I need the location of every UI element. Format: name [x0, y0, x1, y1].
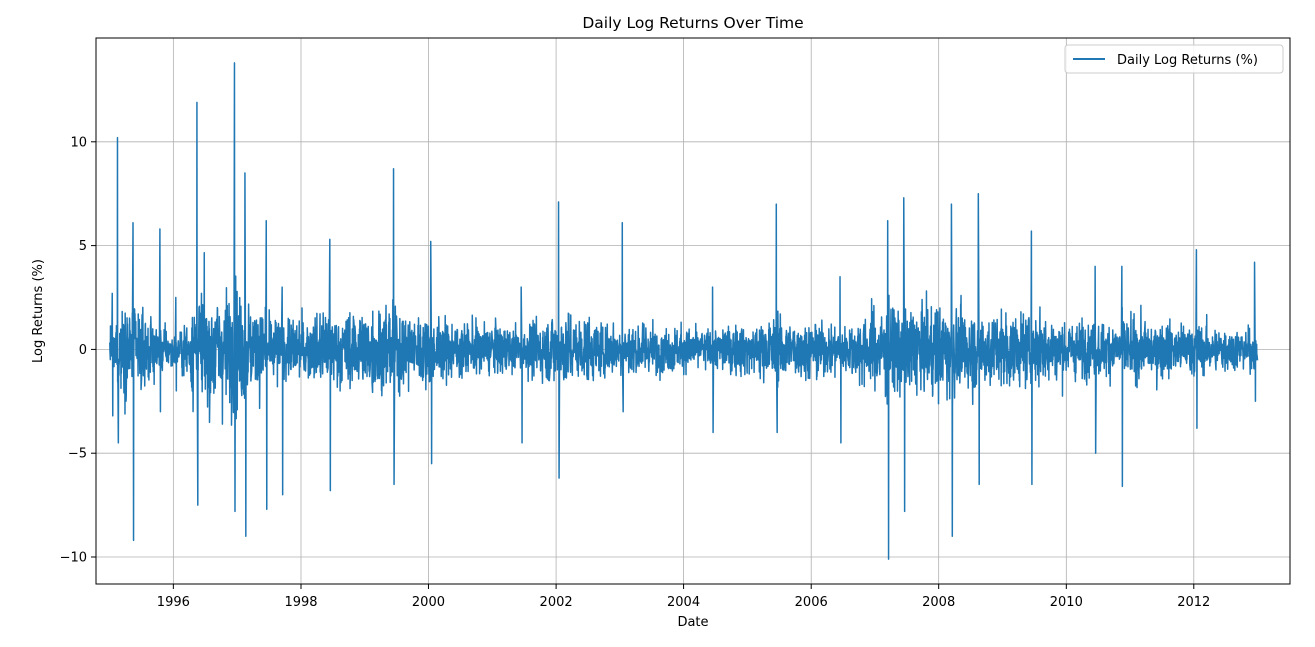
- x-tick-label: 1998: [284, 595, 317, 610]
- legend-box: [1064, 44, 1284, 74]
- y-tick-label: −5: [68, 447, 87, 462]
- y-tick-label: 10: [70, 135, 87, 150]
- x-tick-label: 2012: [1177, 595, 1210, 610]
- x-axis-label: Date: [677, 615, 708, 630]
- series-layer: [109, 62, 1259, 560]
- grid-layer: [96, 38, 1290, 584]
- y-tick-label: 5: [79, 239, 87, 254]
- series-line-daily-log-returns: [109, 62, 1259, 560]
- y-tick-label: −10: [60, 551, 87, 566]
- legend-label: Daily Log Returns (%): [1117, 53, 1258, 68]
- y-axis-label: Log Returns (%): [31, 259, 46, 363]
- x-axis: 1996 1998 2000 2002 2004 2006 2008 2010 2012: [157, 584, 1210, 610]
- x-tick-label: 2004: [667, 595, 700, 610]
- x-tick-label: 2010: [1050, 595, 1083, 610]
- y-axis: −10 −5 0 5 10: [60, 135, 96, 566]
- x-tick-label: 2000: [412, 595, 445, 610]
- legend: Daily Log Returns (%): [1064, 44, 1284, 74]
- x-tick-label: 2008: [922, 595, 955, 610]
- y-tick-label: 0: [79, 343, 87, 358]
- chart-title: Daily Log Returns Over Time: [582, 14, 803, 32]
- x-tick-label: 2006: [795, 595, 828, 610]
- plot-frame: [95, 37, 1291, 585]
- x-tick-label: 2002: [540, 595, 573, 610]
- x-tick-label: 1996: [157, 595, 190, 610]
